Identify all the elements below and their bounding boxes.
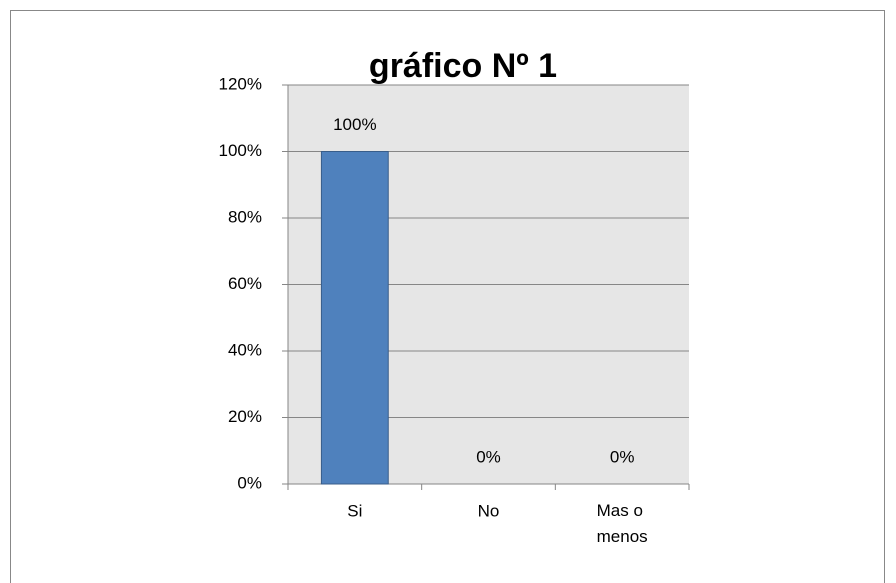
bar	[320, 151, 389, 485]
value-label: 100%	[333, 115, 376, 134]
x-tick-label: Si	[347, 501, 362, 520]
chart-title: gráfico Nº 1	[369, 47, 557, 85]
y-tick-label: 60%	[228, 274, 262, 293]
value-label: 0%	[476, 447, 501, 466]
y-tick-label: 80%	[228, 207, 262, 226]
x-tick-label: No	[478, 501, 500, 520]
x-tick-label: Mas o menos	[597, 501, 648, 546]
y-tick-label: 40%	[228, 340, 262, 359]
value-label: 0%	[610, 447, 635, 466]
y-tick-label: 20%	[228, 407, 262, 426]
y-tick-label: 0%	[237, 473, 262, 492]
y-tick-label: 100%	[219, 141, 262, 160]
y-tick-label: 120%	[219, 74, 262, 93]
